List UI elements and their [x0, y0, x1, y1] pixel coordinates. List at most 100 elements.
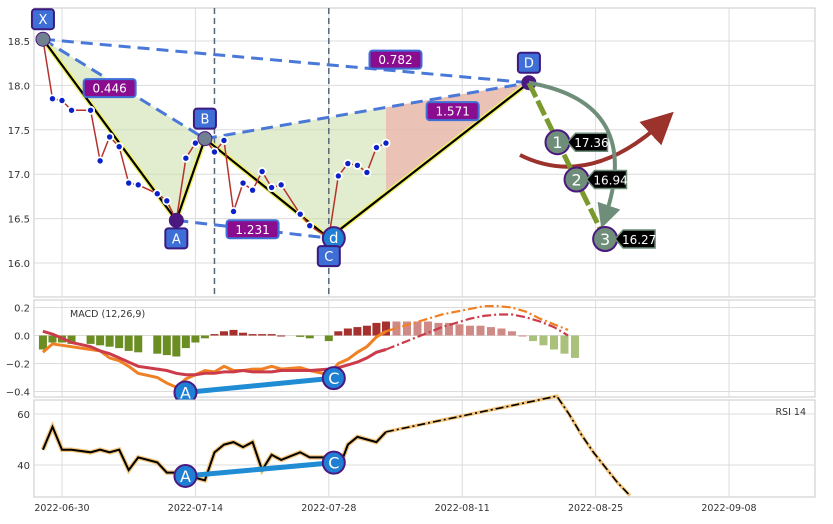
macd-ytick-label: 0.0 [14, 332, 30, 343]
macd-hist-bar [372, 322, 381, 336]
macd-hist-bar [353, 327, 362, 336]
point-badge-c [316, 245, 341, 268]
point-badge-label: A [172, 232, 181, 247]
pattern-dot-b [197, 131, 213, 147]
target-number: 2 [571, 171, 581, 190]
ratio-badge [368, 49, 423, 70]
point-badge-label: B [200, 113, 209, 128]
price-point [381, 138, 391, 148]
macd-forecast-bar [539, 335, 548, 346]
price-point [371, 143, 381, 153]
macd-forecast-bar [455, 324, 464, 336]
target-value: 16.27 [622, 233, 656, 247]
price-point [114, 142, 124, 152]
rsi-ytick-label: 40 [17, 461, 30, 472]
point-badge-x [30, 8, 55, 31]
price-point [267, 183, 277, 193]
price-point [248, 185, 258, 195]
pattern-dot-a [168, 212, 184, 228]
macd-hist-bar [362, 325, 371, 336]
macd-hist-bar [48, 335, 57, 343]
price-point [229, 206, 239, 216]
macd-forecast-bar [570, 335, 579, 358]
price-ytick-label: 16.5 [8, 215, 30, 226]
x-tick-label: 2022-08-25 [568, 503, 623, 514]
price-point [67, 105, 77, 115]
macd-ytick-label: −0.2 [6, 360, 30, 371]
d-marker-label: d [329, 229, 339, 247]
price-ytick-label: 16.0 [8, 259, 30, 270]
point-badge-label: X [38, 13, 47, 28]
price-point [47, 94, 57, 104]
ratio-label: 1.231 [235, 223, 269, 237]
macd-divergence-marker [321, 366, 346, 391]
x-tick-label: 2022-07-28 [301, 503, 356, 514]
target-value: 16.94 [593, 174, 627, 188]
macd-hist-bar [86, 335, 95, 344]
rsi-divergence-marker [173, 463, 198, 488]
macd-forecast-bar [560, 335, 569, 354]
rsi-forecast-line [385, 395, 631, 497]
projection-arrow [519, 111, 674, 169]
price-point [57, 95, 67, 105]
macd-forecast-line [385, 305, 569, 333]
price-ytick-label: 18.5 [8, 37, 30, 48]
macd-forecast-bar [518, 335, 527, 337]
macd-hist-bar [172, 335, 181, 357]
macd-hist-bar [124, 335, 133, 351]
macd-hist-bar [191, 335, 200, 343]
x-tick-label: 2022-08-11 [435, 503, 490, 514]
price-point [343, 159, 353, 169]
price-point [219, 135, 229, 145]
signal-forecast-line [385, 313, 569, 351]
macd-hist-bar [210, 334, 219, 336]
point-badge-label: D [524, 57, 534, 72]
macd-hist-bar [134, 335, 143, 353]
price-point [124, 178, 134, 188]
point-badge-a [164, 227, 189, 250]
ratio-label: 0.782 [378, 53, 412, 67]
macd-forecast-bar [413, 321, 422, 336]
target-value-tag [585, 169, 628, 190]
macd-forecast-bar [444, 322, 453, 336]
macd-ytick-label: 0.2 [14, 304, 30, 315]
macd-hist-bar [381, 321, 390, 336]
ratio-badge [225, 219, 280, 240]
price-point [105, 132, 115, 142]
target-value-tag [566, 132, 609, 152]
ratio-line-XD [42, 37, 530, 85]
ratio-label: 0.446 [92, 82, 126, 96]
macd-hist-bar [200, 335, 209, 339]
macd-hist-bar [258, 334, 267, 336]
macd-divergence-label: A [180, 384, 191, 403]
price-point [257, 167, 267, 177]
x-tick-label: 2022-09-08 [701, 503, 756, 514]
macd-forecast-bar [392, 321, 401, 336]
rsi-divergence-label: C [328, 454, 339, 473]
macd-ytick-label: −0.4 [6, 388, 30, 399]
macd-hist-bar [248, 334, 257, 336]
macd-panel: 0.2 0.0 −0.2 −0.4 MACD (12,26,9) A C [6, 299, 816, 405]
macd-hist-bar [105, 335, 114, 347]
macd-forecast-bar [465, 325, 474, 336]
macd-hist-bar [296, 335, 305, 337]
ratio-badge [425, 101, 480, 122]
rsi-divergence-label: A [180, 467, 191, 486]
macd-forecast-bar [549, 335, 558, 350]
macd-hist-bar [343, 328, 352, 336]
price-ytick-label: 18.0 [8, 81, 30, 92]
macd-hist-bar [229, 329, 238, 336]
pattern-dot-x [35, 31, 51, 47]
ratio-line-BD [204, 81, 530, 141]
macd-hist-bar [67, 335, 76, 344]
price-point [181, 153, 191, 163]
price-ytick-label: 17.0 [8, 170, 30, 181]
harmonic-leg-CD [328, 81, 530, 240]
price-point [95, 156, 105, 166]
target-value-tag [614, 229, 656, 249]
macd-forecast-bar [476, 325, 485, 336]
macd-forecast-bar [402, 321, 411, 336]
price-point [152, 189, 162, 199]
macd-hist-bar [96, 335, 105, 346]
